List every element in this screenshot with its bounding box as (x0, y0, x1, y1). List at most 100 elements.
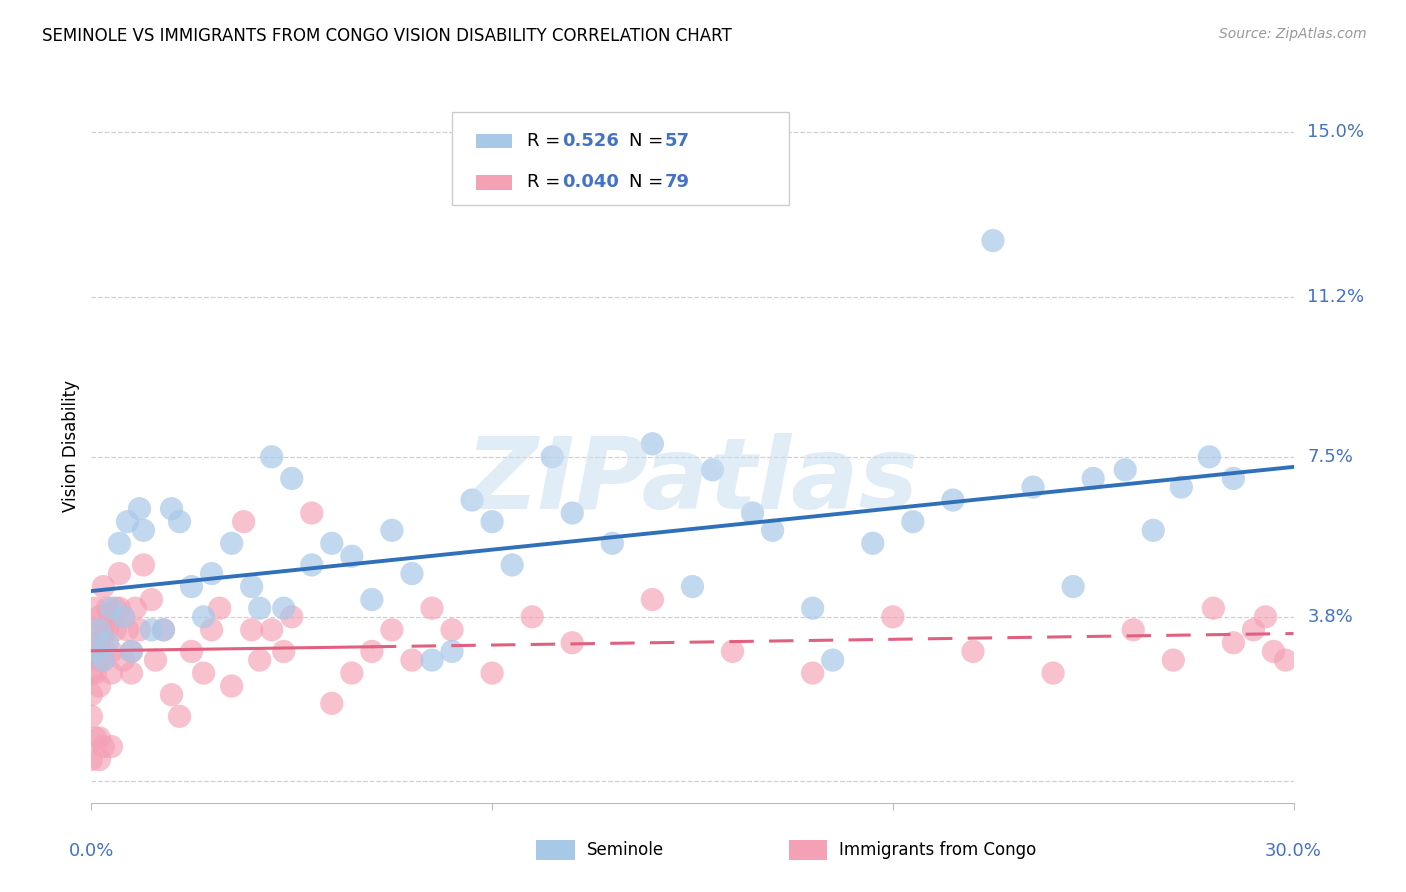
Point (84, 644, 107, 658)
Point (221, 679, 243, 693)
Point (273, 601, 295, 615)
Point (1042, 666, 1064, 681)
Point (104, 601, 127, 615)
Point (602, 536, 624, 550)
Point (360, 592, 382, 607)
Text: SEMINOLE VS IMMIGRANTS FROM CONGO VISION DISABILITY CORRELATION CHART: SEMINOLE VS IMMIGRANTS FROM CONGO VISION… (42, 27, 733, 45)
Text: 30.0%: 30.0% (1265, 842, 1322, 860)
Text: 7.5%: 7.5% (1308, 448, 1354, 466)
Point (160, 501, 183, 516)
Text: 79: 79 (665, 173, 690, 192)
Point (281, 610, 304, 624)
Point (481, 666, 503, 681)
Bar (477, 134, 512, 148)
Point (124, 601, 146, 615)
Point (240, 623, 263, 637)
Point (321, 536, 343, 550)
Text: 0.040: 0.040 (562, 173, 620, 192)
Point (1254, 610, 1277, 624)
Text: Seminole: Seminole (586, 841, 664, 859)
Point (561, 636, 583, 650)
Point (100, 666, 122, 681)
Point (901, 515, 924, 529)
Point (89, 623, 111, 637)
Point (420, 601, 443, 615)
Point (541, 450, 564, 464)
Point (96, 623, 118, 637)
Point (132, 524, 155, 538)
Point (1202, 601, 1225, 615)
Point (260, 450, 283, 464)
Y-axis label: Vision Disability: Vision Disability (62, 380, 80, 512)
Point (108, 566, 131, 581)
Text: ZIPatlas: ZIPatlas (465, 434, 920, 530)
Point (84, 644, 107, 658)
Point (93, 653, 115, 667)
Point (152, 623, 174, 637)
Text: 3.8%: 3.8% (1308, 607, 1353, 626)
Point (273, 644, 295, 658)
Point (321, 696, 343, 710)
Point (208, 601, 231, 615)
Point (1243, 623, 1265, 637)
Point (112, 610, 135, 624)
Point (128, 501, 150, 516)
Bar (536, 840, 575, 860)
Point (169, 515, 191, 529)
Text: 0.526: 0.526 (562, 132, 620, 150)
Point (145, 653, 167, 667)
Point (801, 601, 824, 615)
Point (882, 610, 904, 624)
Point (741, 506, 763, 520)
Point (193, 610, 215, 624)
Point (89, 753, 111, 767)
Point (89, 610, 111, 624)
Text: 15.0%: 15.0% (1308, 123, 1364, 142)
Point (862, 536, 884, 550)
Point (301, 558, 323, 572)
Point (420, 653, 443, 667)
Point (249, 653, 271, 667)
Point (440, 623, 463, 637)
Point (281, 471, 304, 485)
Text: Source: ZipAtlas.com: Source: ZipAtlas.com (1219, 27, 1367, 41)
Point (104, 623, 127, 637)
Point (89, 653, 111, 667)
Point (84, 623, 107, 637)
Point (1274, 653, 1296, 667)
Point (84, 666, 107, 681)
Text: 57: 57 (665, 132, 690, 150)
FancyBboxPatch shape (451, 112, 789, 205)
Point (84, 731, 107, 745)
Point (93, 653, 115, 667)
Point (401, 566, 423, 581)
Point (112, 653, 135, 667)
Point (301, 506, 323, 520)
Point (141, 592, 163, 607)
Point (1263, 644, 1285, 658)
Point (962, 644, 984, 658)
Point (117, 623, 139, 637)
Point (481, 515, 503, 529)
Point (232, 515, 254, 529)
Point (340, 549, 363, 564)
Point (801, 666, 824, 681)
Point (180, 644, 202, 658)
Point (121, 644, 143, 658)
Point (681, 580, 703, 594)
Point (100, 610, 122, 624)
Point (1222, 471, 1244, 485)
Point (169, 709, 191, 723)
Point (96, 601, 118, 615)
Point (121, 666, 143, 681)
Point (641, 592, 664, 607)
Point (381, 524, 404, 538)
Point (221, 536, 243, 550)
Point (93, 580, 115, 594)
Text: 11.2%: 11.2% (1308, 288, 1365, 306)
Point (1114, 463, 1136, 477)
Point (89, 636, 111, 650)
Point (1022, 480, 1045, 494)
Point (561, 506, 583, 520)
Bar (477, 175, 512, 189)
